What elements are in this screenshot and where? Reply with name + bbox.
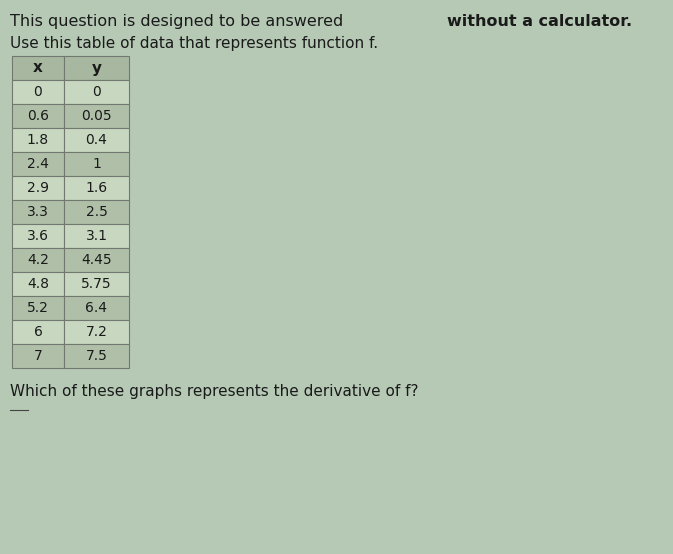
Text: 2.4: 2.4: [27, 157, 49, 171]
Text: 0.6: 0.6: [27, 109, 49, 123]
Bar: [64, 56, 129, 80]
Text: 6.4: 6.4: [85, 301, 108, 315]
Bar: [64, 248, 129, 272]
Bar: [12, 152, 64, 176]
Bar: [12, 176, 64, 200]
Text: y: y: [92, 60, 102, 75]
Text: 7.5: 7.5: [85, 349, 108, 363]
Bar: [12, 296, 64, 320]
Bar: [64, 344, 129, 368]
Text: without a calculator.: without a calculator.: [447, 14, 632, 29]
Bar: [64, 296, 129, 320]
Text: 0: 0: [92, 85, 101, 99]
Bar: [64, 128, 129, 152]
Text: 1.6: 1.6: [85, 181, 108, 195]
Text: 5.2: 5.2: [27, 301, 49, 315]
Text: 3.1: 3.1: [85, 229, 108, 243]
Bar: [64, 224, 129, 248]
Bar: [12, 104, 64, 128]
Text: Use this table of data that represents function f.: Use this table of data that represents f…: [10, 36, 378, 51]
Text: 3.6: 3.6: [27, 229, 49, 243]
Text: 0.4: 0.4: [85, 133, 108, 147]
Bar: [12, 80, 64, 104]
Bar: [12, 320, 64, 344]
Text: 0: 0: [34, 85, 42, 99]
Bar: [12, 56, 64, 80]
Text: This question is designed to be answered: This question is designed to be answered: [10, 14, 349, 29]
Text: 2.5: 2.5: [85, 205, 108, 219]
Text: 2.9: 2.9: [27, 181, 49, 195]
Text: 7: 7: [34, 349, 42, 363]
Bar: [12, 272, 64, 296]
Text: 4.45: 4.45: [81, 253, 112, 267]
Text: x: x: [33, 60, 43, 75]
Text: 4.8: 4.8: [27, 277, 49, 291]
Bar: [12, 224, 64, 248]
Text: Which of these graphs represents the derivative of f?: Which of these graphs represents the der…: [10, 384, 419, 399]
Bar: [12, 128, 64, 152]
Bar: [64, 152, 129, 176]
Text: 0.05: 0.05: [81, 109, 112, 123]
Text: 1: 1: [92, 157, 101, 171]
Bar: [12, 344, 64, 368]
Bar: [64, 320, 129, 344]
Text: 1.8: 1.8: [27, 133, 49, 147]
Text: 5.75: 5.75: [81, 277, 112, 291]
Text: 7.2: 7.2: [85, 325, 108, 339]
Bar: [12, 248, 64, 272]
Text: 4.2: 4.2: [27, 253, 49, 267]
Bar: [64, 272, 129, 296]
Bar: [64, 104, 129, 128]
Bar: [64, 176, 129, 200]
Bar: [64, 200, 129, 224]
Bar: [64, 80, 129, 104]
Text: 3.3: 3.3: [27, 205, 49, 219]
Bar: [12, 200, 64, 224]
Text: 6: 6: [34, 325, 42, 339]
